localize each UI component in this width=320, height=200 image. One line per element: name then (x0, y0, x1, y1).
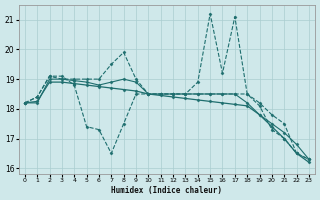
X-axis label: Humidex (Indice chaleur): Humidex (Indice chaleur) (111, 186, 222, 195)
